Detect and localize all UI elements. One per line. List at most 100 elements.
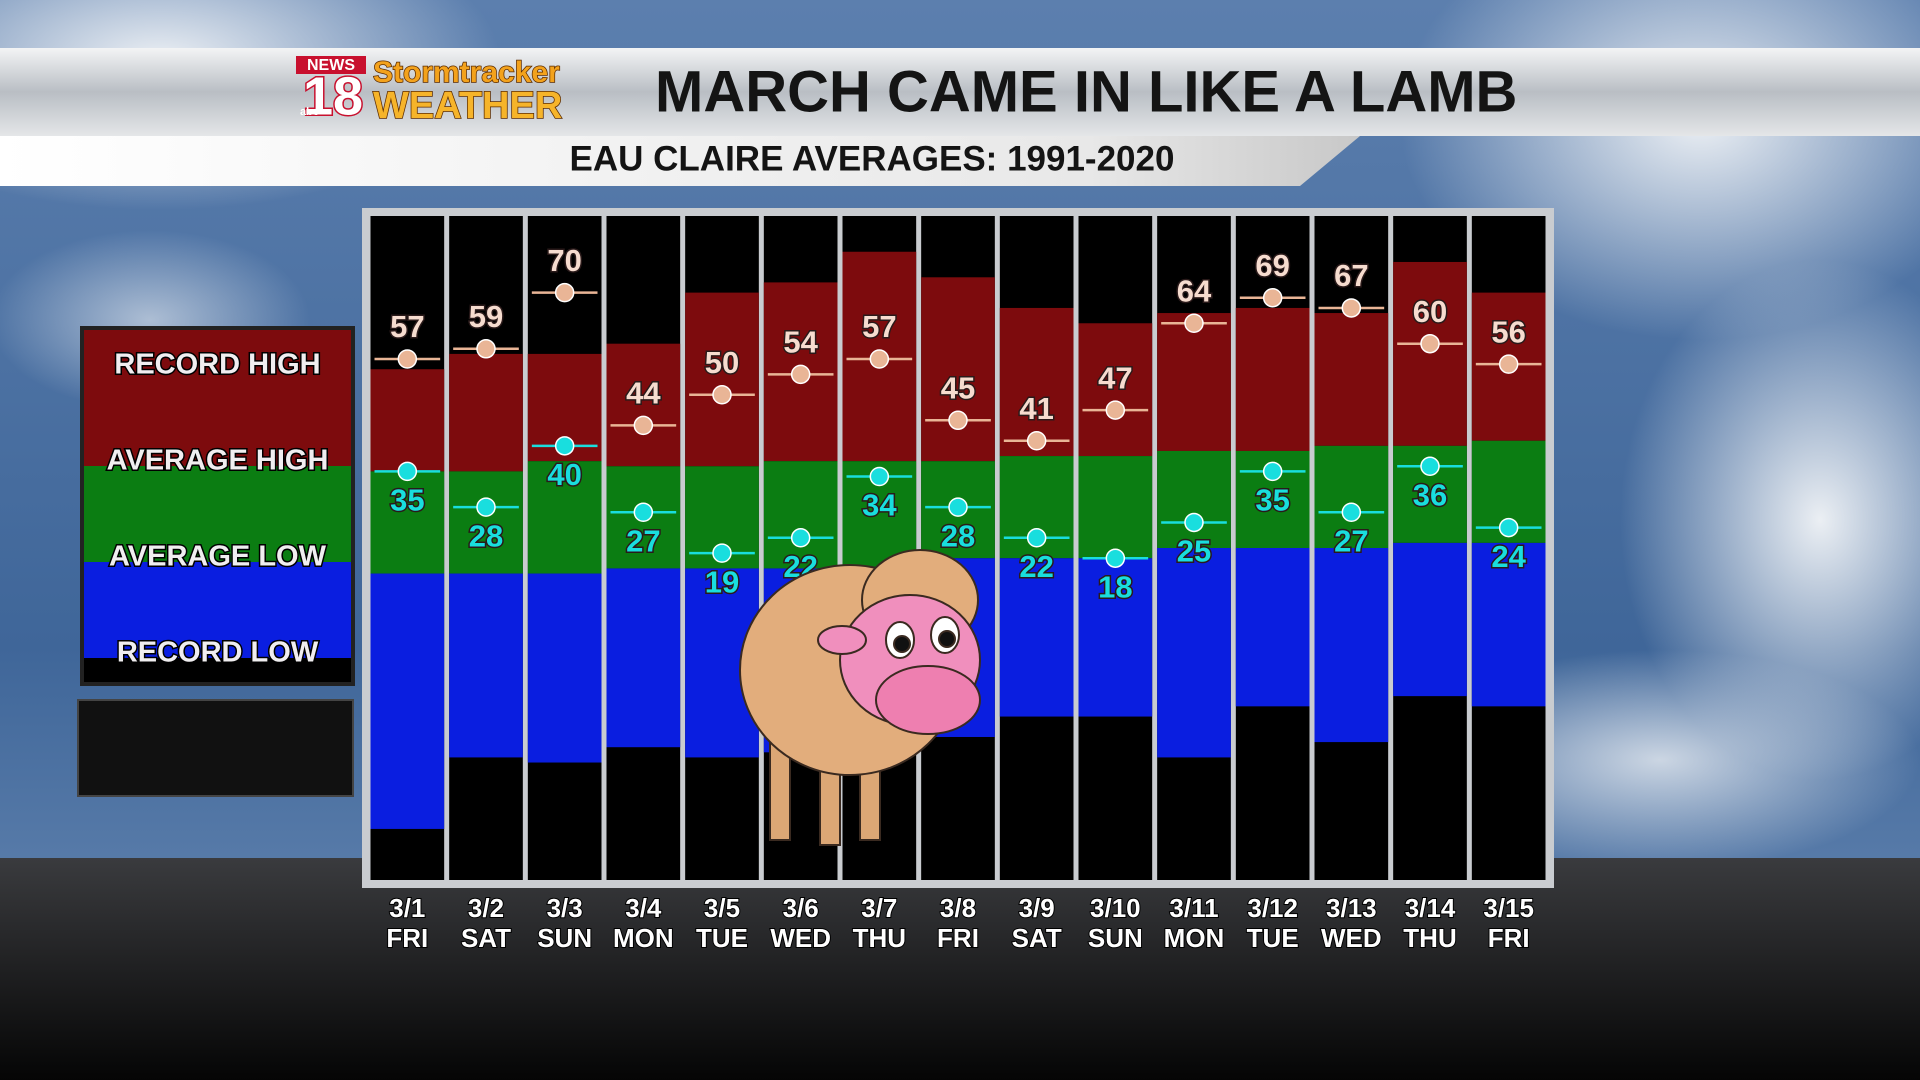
low-label: 36 [1413,477,1447,512]
logo-line1: Stormtracker [373,56,560,89]
actual-marker [1262,461,1283,482]
x-tick-label: 3/7 [861,893,897,923]
high-label: 70 [547,243,581,278]
actual-marker [633,415,654,436]
high-label: 69 [1255,248,1289,283]
x-tick-weekday: FRI [1488,923,1530,953]
high-label: 56 [1491,314,1525,349]
legend-label: AVERAGE LOW [109,541,327,573]
logo-affiliate: abc [300,106,319,118]
legend-label: AVERAGE HIGH [107,445,329,477]
band-segment [1471,542,1546,707]
x-tick-label: 3/9 [1019,893,1055,923]
low-label: 40 [547,457,581,492]
x-tick-label: 3/5 [704,893,740,923]
band-segment [449,353,523,472]
band-segment [1078,558,1153,717]
x-tick-label: 3/11 [1169,893,1218,923]
high-label: 50 [705,345,739,380]
band-segment [370,369,445,472]
band-segment [1314,548,1389,743]
high-label: 44 [626,376,661,411]
actual-marker [1026,528,1047,548]
band-segment [606,343,681,467]
x-tick-label: 3/4 [625,893,662,923]
actual-marker [1105,400,1126,420]
band-segment [370,471,445,574]
band-segment [921,277,995,462]
band-segment [1078,323,1153,457]
logo-news-box [296,56,366,74]
logo-line2: WEATHER [373,85,562,127]
legend-swatch [84,658,351,682]
actual-marker [869,466,890,487]
band-segment [685,292,759,467]
low-label: 27 [626,523,660,558]
x-tick-weekday: SUN [1088,923,1143,953]
x-tick-label: 3/13 [1326,893,1377,923]
actual-marker [712,385,732,405]
band-segment [999,558,1074,717]
actual-marker [476,497,496,517]
actual-marker [948,497,968,517]
chart-subtitle: EAU CLAIRE AVERAGES: 1991-2020 [570,139,1175,178]
actual-marker [554,282,575,303]
actual-marker [1498,354,1519,374]
legend-swatch [84,562,351,658]
high-label: 57 [390,309,424,344]
actual-marker [790,528,811,548]
low-label: 34 [862,488,897,523]
band-segment [1235,307,1310,451]
x-tick-weekday: THU [1403,923,1456,953]
x-tick-label: 3/15 [1483,893,1534,923]
logo-network: NEWS [307,57,355,74]
low-label: 35 [390,483,424,518]
x-tick-weekday: MON [613,923,674,953]
band-segment [1235,548,1310,707]
actual-marker [1026,430,1047,451]
actual-marker [1105,548,1126,568]
low-label: 25 [1177,534,1211,569]
actual-marker [1262,287,1283,308]
subtitle-bar [0,136,1360,186]
x-tick-weekday: TUE [1247,923,1299,953]
low-label: 35 [1255,483,1289,518]
low-label: 22 [1019,549,1053,584]
actual-marker [397,349,418,369]
x-tick-weekday: MON [1164,923,1225,953]
actual-marker [1184,512,1204,533]
actual-marker [869,349,890,369]
actual-marker [397,461,418,482]
band-segment [1078,456,1153,559]
low-label: 18 [1098,569,1132,604]
actual-marker [1498,517,1519,538]
high-label: 45 [941,370,975,405]
floor [0,858,1920,1080]
actual-marker [1184,313,1204,334]
x-tick-weekday: THU [853,923,906,953]
x-tick-weekday: WED [1321,923,1382,953]
high-label: 59 [469,299,503,334]
band-segment [1314,445,1389,548]
legend-swatch [84,466,351,562]
low-label: 24 [1491,539,1526,574]
actual-marker [476,339,496,359]
band-segment [1393,542,1467,697]
actual-marker [633,502,654,522]
band-segment [449,471,523,574]
marker-legend-frame [77,699,354,797]
x-tick-weekday: SAT [461,923,511,953]
band-segment [1157,548,1231,758]
x-tick-label: 3/8 [940,893,976,923]
plot-area: 5735592870404427501954225734452841224718… [370,216,1546,880]
high-label: 67 [1334,258,1368,293]
x-tick-label: 3/6 [783,893,819,923]
low-label: 27 [1334,523,1368,558]
high-label: 57 [862,309,896,344]
low-label: 28 [469,518,503,553]
band-segment [1314,313,1389,446]
actual-marker [790,364,811,385]
x-tick-weekday: SUN [537,923,592,953]
low-label: 28 [941,518,975,553]
